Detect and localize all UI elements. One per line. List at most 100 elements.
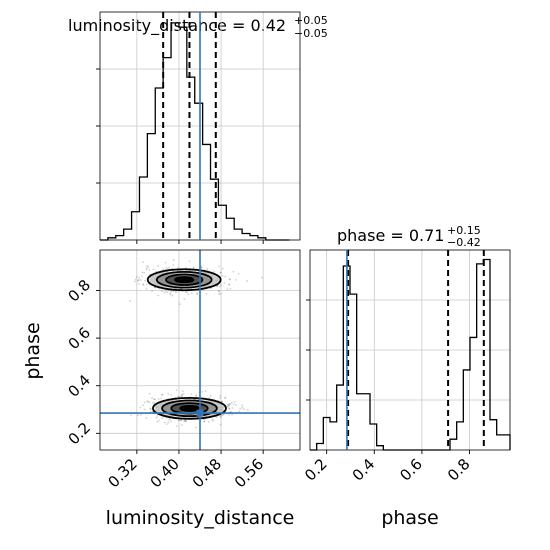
sample-point — [180, 419, 182, 422]
sample-point — [239, 407, 242, 410]
sample-point — [150, 408, 152, 411]
sample-point — [261, 276, 263, 279]
sample-point — [219, 394, 222, 397]
sample-point — [145, 267, 148, 270]
sample-point — [153, 398, 156, 401]
sample-point — [139, 279, 142, 282]
sample-point — [231, 407, 234, 409]
sample-point — [220, 400, 223, 403]
sample-point — [187, 293, 190, 296]
sample-point — [228, 413, 231, 416]
sample-point — [208, 397, 211, 399]
sample-point — [152, 268, 155, 271]
x-axis-label-luminosity-distance: luminosity_distance — [106, 507, 295, 529]
sample-point — [181, 394, 184, 397]
sample-point — [129, 299, 132, 302]
histogram-phase-panel: phase = 0.71 +0.15 −0.42 0.2 0.4 0.6 0.8 — [301, 224, 511, 485]
sample-point — [142, 283, 144, 286]
phase-title-sup: +0.15 — [447, 224, 481, 237]
sample-point — [190, 292, 193, 295]
sample-point — [231, 413, 233, 416]
sample-point — [174, 291, 177, 294]
sample-point — [211, 418, 214, 421]
sample-point — [168, 417, 171, 420]
sample-point — [229, 278, 232, 281]
sample-point — [98, 294, 100, 296]
phase-title: phase = 0.71 — [337, 226, 444, 245]
x-tick-label: 0.4 — [349, 455, 379, 485]
sample-point — [167, 393, 170, 395]
luminosity-distance-title-sup: +0.05 — [294, 14, 328, 27]
sample-point — [222, 413, 225, 416]
sample-point — [217, 293, 220, 295]
sample-point — [166, 268, 169, 270]
sample-point — [188, 260, 191, 263]
sample-point — [229, 403, 232, 405]
sample-point — [233, 400, 236, 403]
sample-point — [190, 393, 193, 396]
sample-point — [241, 404, 244, 407]
sample-point — [195, 395, 197, 398]
sample-point — [177, 419, 180, 422]
density-block-1-3 — [180, 406, 199, 411]
sample-point — [175, 389, 178, 392]
sample-point — [155, 270, 157, 273]
sample-point — [156, 415, 159, 417]
sample-point — [228, 283, 231, 286]
y-tick-label: 0.8 — [65, 276, 95, 306]
sample-point — [136, 279, 139, 282]
sample-point — [141, 271, 144, 274]
sample-point — [178, 395, 181, 398]
sample-point — [155, 416, 158, 419]
sample-point — [219, 292, 222, 295]
sample-point — [165, 266, 168, 269]
contour-0-0 — [174, 276, 195, 284]
sample-point — [227, 283, 230, 286]
x-tick-label: 0.8 — [444, 455, 474, 485]
x-tick-label: 0.32 — [104, 455, 140, 491]
sample-point — [223, 397, 226, 400]
sample-point — [148, 401, 151, 404]
sample-point — [200, 266, 203, 269]
joint-density-panel: 0.32 0.40 0.48 0.56 0.2 0.4 0.6 0.8 — [65, 249, 301, 491]
sample-point — [184, 419, 187, 422]
sample-point — [229, 287, 232, 290]
sample-point — [219, 415, 222, 417]
sample-point — [146, 265, 149, 268]
sample-point — [168, 419, 171, 421]
x-tick-label: 0.56 — [231, 455, 267, 491]
sample-point — [144, 279, 147, 282]
sample-point — [161, 394, 163, 397]
sample-point — [143, 408, 146, 411]
sample-point — [216, 416, 218, 418]
sample-point — [195, 394, 198, 397]
sample-point — [183, 420, 186, 423]
sample-point — [147, 401, 149, 403]
sample-point — [143, 401, 146, 404]
sample-point — [148, 269, 151, 272]
histogram-step-line — [310, 258, 511, 451]
sample-point — [232, 270, 235, 273]
sample-point — [135, 276, 138, 278]
x-tick-label: 0.48 — [189, 455, 225, 491]
sample-point — [143, 271, 146, 274]
sample-point — [238, 410, 241, 413]
sample-point — [164, 261, 167, 264]
histogram-step-line — [100, 22, 290, 241]
sample-point — [133, 280, 136, 283]
sample-point — [232, 403, 235, 406]
sample-point — [168, 266, 171, 269]
x-tick-label: 0.2 — [301, 455, 331, 485]
sample-point — [156, 420, 159, 423]
sample-point — [219, 423, 222, 426]
sample-point — [235, 403, 237, 406]
sample-point — [219, 271, 222, 274]
sample-point — [203, 420, 206, 423]
sample-point — [230, 401, 233, 404]
sample-point — [170, 420, 173, 423]
sample-point — [183, 298, 186, 300]
sample-point — [170, 394, 173, 396]
sample-point — [184, 420, 187, 422]
sample-point — [166, 291, 169, 294]
